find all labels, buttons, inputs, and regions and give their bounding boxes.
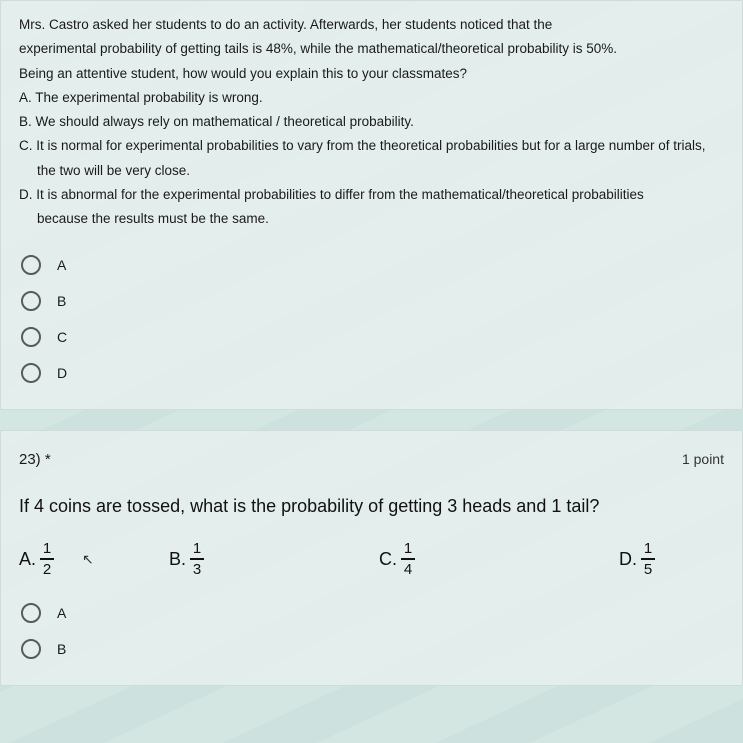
q22-option-d[interactable]: D — [19, 355, 724, 391]
q23-question-text: If 4 coins are tossed, what is the proba… — [19, 496, 724, 517]
q22-line-4: B. We should always rely on mathematical… — [19, 112, 724, 132]
fraction: 1 2 — [40, 541, 54, 577]
choice-letter: A. — [19, 549, 36, 570]
fraction-numerator: 1 — [644, 541, 652, 558]
q22-radio-group: A B C D — [19, 247, 724, 391]
q22-line-2: Being an attentive student, how would yo… — [19, 64, 724, 84]
radio-icon — [21, 327, 41, 347]
radio-icon — [21, 291, 41, 311]
radio-label: A — [57, 257, 66, 273]
fraction-denominator: 2 — [43, 560, 51, 577]
choice-a: A. 1 2 ↖ — [19, 541, 169, 577]
q23-option-b[interactable]: B — [19, 631, 724, 667]
question-card-23: 23) * 1 point If 4 coins are tossed, wha… — [0, 430, 743, 686]
choice-b: B. 1 3 — [169, 541, 379, 577]
q22-line-8: because the results must be the same. — [19, 209, 724, 229]
fraction-numerator: 1 — [404, 541, 412, 558]
cursor-icon: ↖ — [82, 551, 94, 568]
fraction: 1 5 — [641, 541, 655, 577]
radio-label: B — [57, 293, 66, 309]
q22-line-3: A. The experimental probability is wrong… — [19, 88, 724, 108]
choice-letter: D. — [619, 549, 637, 570]
radio-label: B — [57, 641, 66, 657]
q22-line-5: C. It is normal for experimental probabi… — [19, 136, 724, 156]
q22-line-7: D. It is abnormal for the experimental p… — [19, 185, 724, 205]
radio-label: C — [57, 329, 67, 345]
q22-line-0: Mrs. Castro asked her students to do an … — [19, 15, 724, 35]
question-number: 23) * — [19, 451, 51, 468]
fraction-numerator: 1 — [43, 541, 51, 558]
question-points: 1 point — [682, 451, 724, 467]
q22-option-a[interactable]: A — [19, 247, 724, 283]
q23-header: 23) * 1 point — [19, 445, 724, 468]
fraction-denominator: 4 — [404, 560, 412, 577]
radio-icon — [21, 603, 41, 623]
fraction-denominator: 5 — [644, 560, 652, 577]
radio-label: A — [57, 605, 66, 621]
fraction-numerator: 1 — [193, 541, 201, 558]
radio-icon — [21, 363, 41, 383]
q22-line-1: experimental probability of getting tail… — [19, 39, 724, 59]
q23-radio-group: A B — [19, 595, 724, 667]
fraction: 1 3 — [190, 541, 204, 577]
q23-option-a[interactable]: A — [19, 595, 724, 631]
q23-choices: A. 1 2 ↖ B. 1 3 C. 1 4 D. — [19, 541, 724, 577]
radio-label: D — [57, 365, 67, 381]
question-card-22: Mrs. Castro asked her students to do an … — [0, 0, 743, 410]
q22-line-6: the two will be very close. — [19, 161, 724, 181]
fraction: 1 4 — [401, 541, 415, 577]
q22-option-b[interactable]: B — [19, 283, 724, 319]
fraction-denominator: 3 — [193, 560, 201, 577]
choice-letter: B. — [169, 549, 186, 570]
radio-icon — [21, 639, 41, 659]
choice-letter: C. — [379, 549, 397, 570]
radio-icon — [21, 255, 41, 275]
choice-d: D. 1 5 — [619, 541, 699, 577]
q22-option-c[interactable]: C — [19, 319, 724, 355]
choice-c: C. 1 4 — [379, 541, 619, 577]
